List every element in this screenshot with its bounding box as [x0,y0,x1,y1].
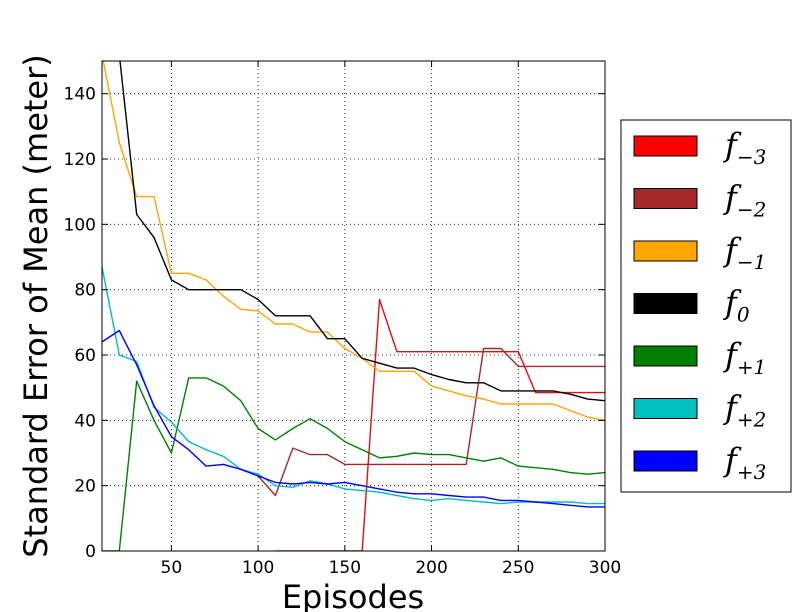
plot-background [102,61,605,551]
axis-ticks [102,61,606,552]
y-axis-title: Standard Error of Mean (meter) [17,54,55,558]
x-tick-label: 150 [329,558,361,578]
grid-lines [102,61,605,551]
x-axis-title: Episodes [282,578,424,612]
y-tick-label: 100 [64,215,96,235]
legend-label-subscript: +3 [737,460,766,484]
legend-label: f+2 [723,389,766,432]
x-tick-label: 100 [242,558,274,578]
series-line-6 [102,329,605,508]
legend-label-subscript: −2 [737,198,766,222]
series-line-0 [275,298,605,551]
legend-swatch [633,135,698,157]
y-tick-label: 120 [64,150,96,170]
legend-swatch [633,188,698,209]
y-tick-label: 0 [85,542,96,562]
y-tick-label: 60 [74,346,96,366]
legend-label-subscript: −1 [737,250,766,274]
series-line-1 [257,347,605,497]
x-tick-label: 50 [161,558,183,578]
x-tick-label: 250 [502,558,534,578]
tick-labels: 50 100 150 200 250 300 0 20 40 60 80 100 120 140 [64,85,622,578]
x-tick-label: 300 [589,558,621,578]
legend-swatch [633,450,698,472]
series-line-2 [102,61,605,421]
plot-frame [101,60,606,552]
y-tick-label: 80 [74,281,96,301]
series-line-3 [119,61,605,402]
y-tick-label: 20 [74,477,96,497]
legend-label-subscript: 0 [737,303,750,327]
legend-swatch [633,345,698,367]
legend-swatch [633,293,698,314]
legend-label-subscript: +2 [737,408,766,432]
y-tick-label: 140 [64,85,96,105]
series-line-5 [102,266,605,505]
series-line-4 [102,377,605,551]
series-layer [102,61,605,551]
legend-swatch [633,398,698,419]
y-tick-label: 40 [74,411,96,431]
legend-label-subscript: +1 [737,355,766,379]
legend-label: f−1 [723,231,766,274]
legend-label-subscript: −3 [737,145,766,169]
x-tick-label: 200 [415,558,447,578]
legend-swatch [633,240,698,262]
